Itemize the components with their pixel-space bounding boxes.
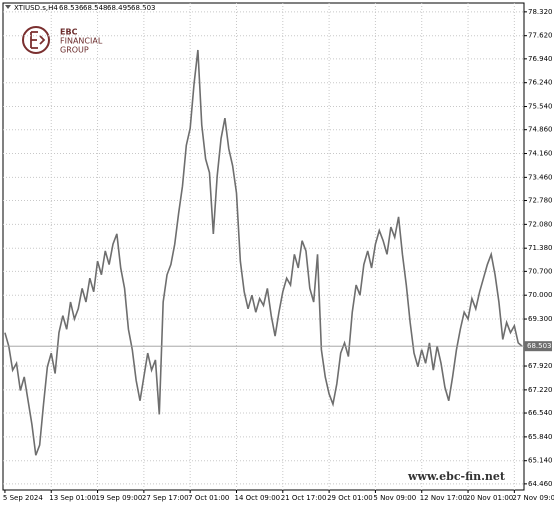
y-tick-label: 70.700 bbox=[528, 267, 553, 275]
last-price-label: 68.503 bbox=[527, 342, 552, 350]
y-tick-label: 73.460 bbox=[528, 173, 553, 181]
x-tick-label: 12 Nov 17:00 bbox=[420, 494, 467, 502]
x-tick-label: 13 Sep 01:00 bbox=[49, 494, 96, 502]
x-tick-label: 5 Sep 2024 bbox=[3, 494, 43, 502]
x-tick-label: 27 Sep 17:00 bbox=[142, 494, 189, 502]
y-tick-label: 65.140 bbox=[528, 457, 553, 465]
y-tick-label: 69.300 bbox=[528, 315, 553, 323]
ohlc-high: 68.548 bbox=[83, 4, 108, 12]
logo-text: GROUP bbox=[60, 46, 89, 55]
x-tick-label: 27 Nov 09:00 bbox=[512, 494, 554, 502]
y-tick-label: 78.320 bbox=[528, 8, 553, 16]
logo-ring bbox=[22, 26, 50, 54]
x-tick-label: 29 Oct 01:00 bbox=[327, 494, 373, 502]
y-tick-label: 75.540 bbox=[528, 103, 553, 111]
x-tick-label: 19 Sep 09:00 bbox=[96, 494, 143, 502]
y-tick-label: 70.000 bbox=[528, 291, 553, 299]
ohlc-open: 68.536 bbox=[59, 4, 84, 12]
ohlc-close: 68.503 bbox=[131, 4, 156, 12]
logo: EBC FINANCIAL GROUP bbox=[22, 26, 103, 55]
y-tick-label: 64.460 bbox=[528, 480, 553, 488]
x-tick-label: 14 Oct 09:00 bbox=[234, 494, 280, 502]
y-tick-label: 74.160 bbox=[528, 150, 553, 158]
y-tick-label: 76.940 bbox=[528, 55, 553, 63]
y-tick-label: 67.920 bbox=[528, 362, 553, 370]
y-tick-label: 72.780 bbox=[528, 197, 553, 205]
x-tick-label: 5 Nov 09:00 bbox=[373, 494, 416, 502]
logo-mark bbox=[30, 31, 46, 49]
y-tick-label: 74.860 bbox=[528, 126, 553, 134]
ohlc-low: 68.495 bbox=[107, 4, 132, 12]
logo-text: FINANCIAL bbox=[60, 37, 103, 46]
x-tick-label: 21 Oct 17:00 bbox=[281, 494, 327, 502]
price-line bbox=[4, 49, 523, 456]
x-tick-label: 20 Nov 01:00 bbox=[466, 494, 513, 502]
y-tick-label: 66.540 bbox=[528, 409, 553, 417]
watermark: www.ebc-fin.net bbox=[407, 470, 506, 483]
logo-text: EBC bbox=[60, 28, 78, 37]
y-tick-label: 67.220 bbox=[528, 386, 553, 394]
y-tick-label: 72.080 bbox=[528, 220, 553, 228]
last-price-box bbox=[524, 341, 552, 352]
y-tick-label: 71.380 bbox=[528, 244, 553, 252]
plot-frame bbox=[2, 2, 525, 491]
y-tick-label: 76.240 bbox=[528, 79, 553, 87]
y-tick-label: 65.840 bbox=[528, 433, 553, 441]
x-tick-label: 7 Oct 01:00 bbox=[188, 494, 229, 502]
chart-title: XTIUSD.s,H4 bbox=[14, 4, 58, 12]
menu-icon bbox=[5, 5, 11, 9]
y-tick-label: 77.620 bbox=[528, 32, 553, 40]
